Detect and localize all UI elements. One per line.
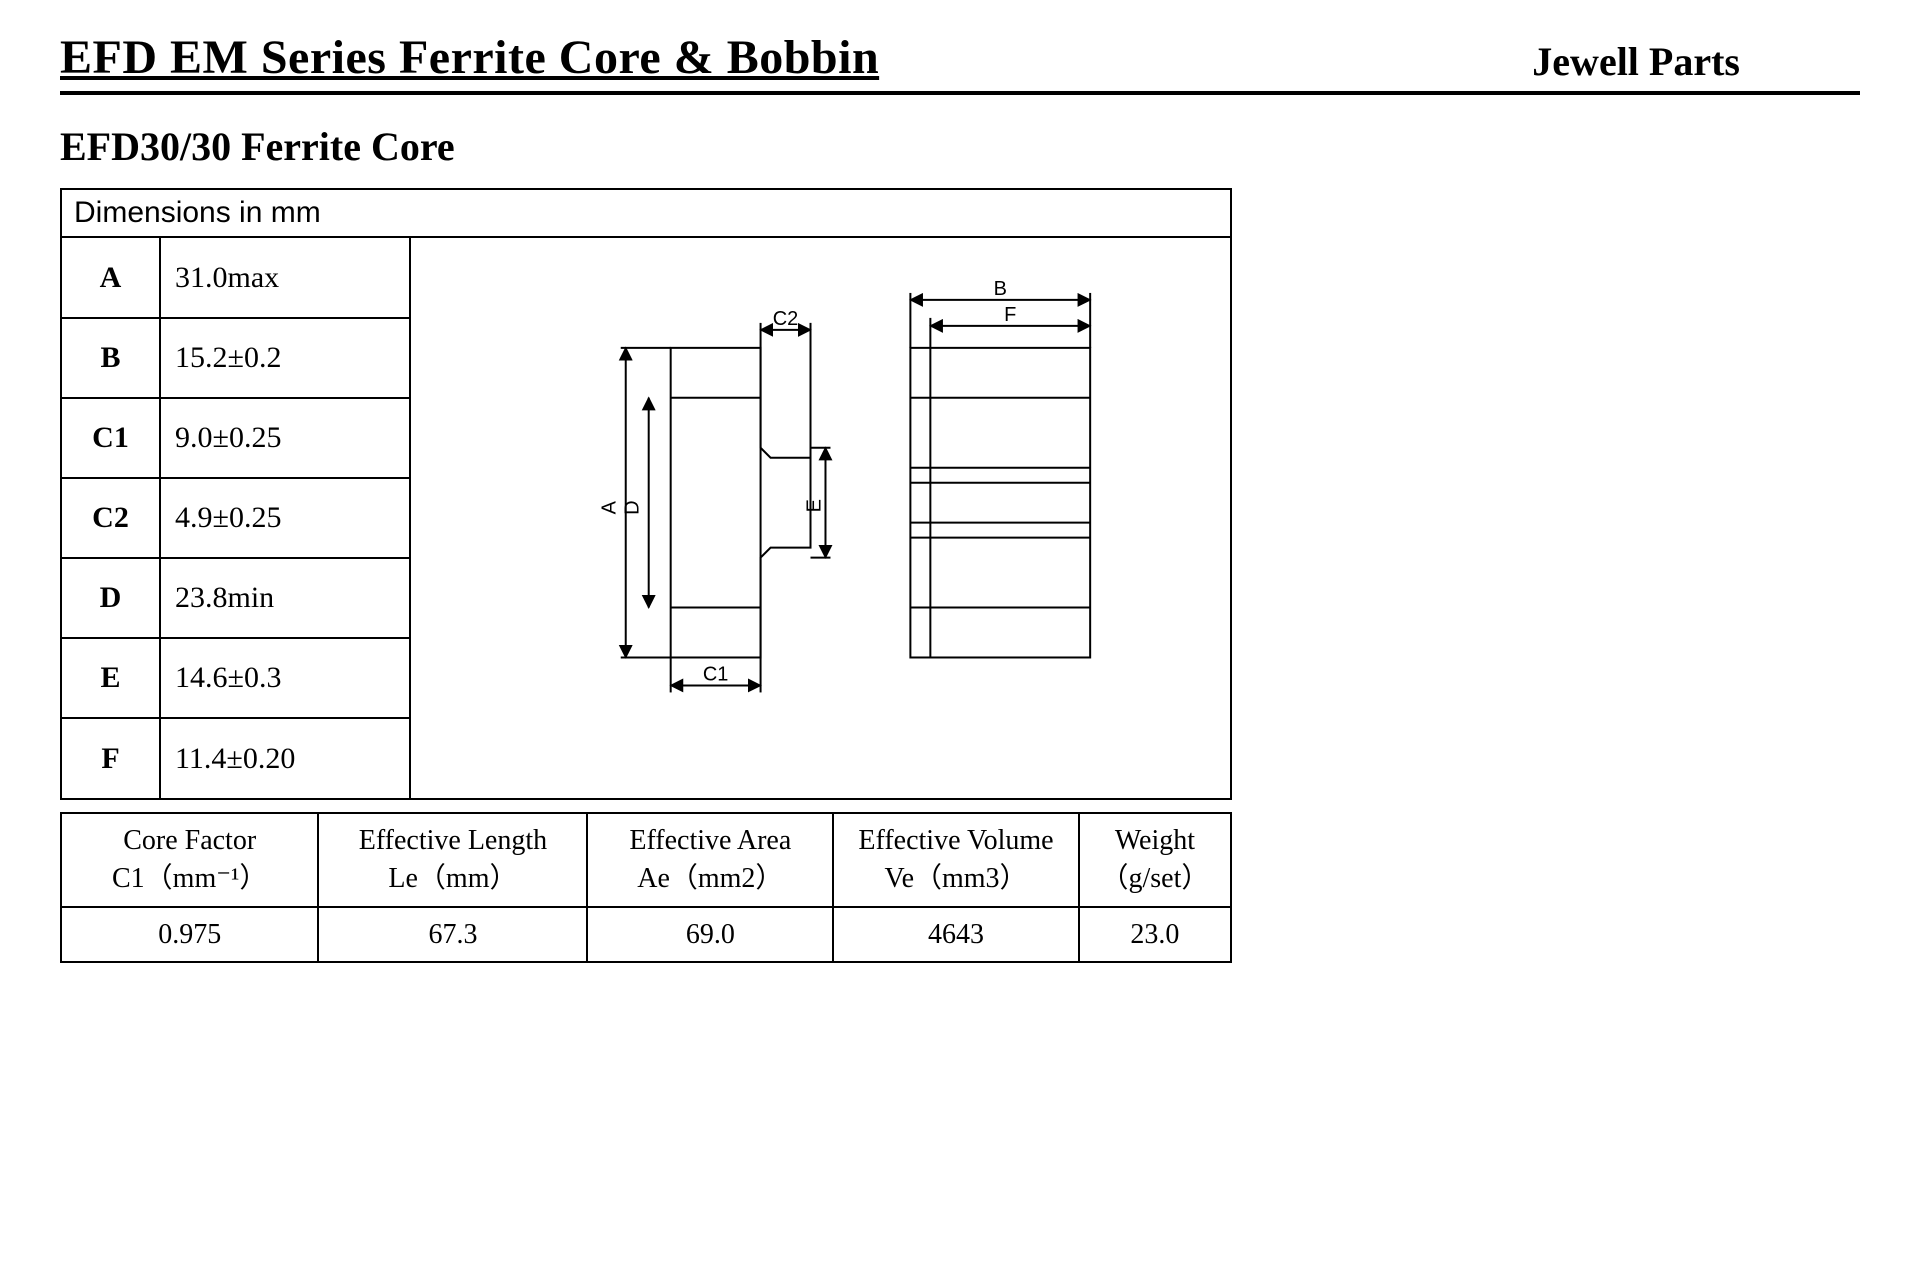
table-row: E 14.6±0.3: [62, 638, 410, 718]
diagram-label-f: F: [1004, 304, 1016, 326]
main-title: EFD EM Series Ferrite Core & Bobbin: [60, 30, 879, 85]
dim-label: E: [100, 661, 120, 694]
table-row: Core FactorC1（mm⁻¹） Effective LengthLe（m…: [61, 813, 1231, 907]
dim-label: D: [100, 581, 122, 614]
diagram-label-c1: C1: [703, 663, 729, 685]
dim-label: C1: [92, 421, 129, 454]
diagram-label-d: D: [622, 500, 644, 514]
part-subtitle: EFD30/30 Ferrite Core: [60, 123, 1860, 170]
param-header: Effective LengthLe（mm）: [318, 813, 587, 907]
dim-value: 9.0±0.25: [175, 421, 281, 454]
diagram-label-c2: C2: [773, 308, 799, 330]
param-value: 0.975: [61, 907, 318, 963]
param-header: Weight（g/set）: [1079, 813, 1231, 907]
diagram-label-a: A: [599, 500, 621, 514]
dimensions-box: Dimensions in mm A 31.0max B 15.2±0.2 C1 9.…: [60, 188, 1232, 800]
dimensions-table: A 31.0max B 15.2±0.2 C1 9.0±0.25 C2 4.9±0.25…: [62, 238, 411, 798]
table-row: D 23.8min: [62, 558, 410, 638]
dim-value: 23.8min: [175, 581, 274, 614]
dim-label: A: [100, 261, 122, 294]
table-row: 0.975 67.3 69.0 4643 23.0: [61, 907, 1231, 963]
param-header: Core FactorC1（mm⁻¹）: [61, 813, 318, 907]
param-value: 69.0: [587, 907, 833, 963]
dim-value: 11.4±0.20: [175, 742, 295, 775]
dim-value: 14.6±0.3: [175, 661, 281, 694]
param-value: 4643: [833, 907, 1079, 963]
diagram-label-b: B: [994, 278, 1007, 300]
brand-name: Jewell Parts: [1532, 38, 1860, 85]
table-row: C1 9.0±0.25: [62, 398, 410, 478]
dim-label: B: [100, 341, 120, 374]
table-row: C2 4.9±0.25: [62, 478, 410, 558]
param-header: Effective VolumeVe（mm3）: [833, 813, 1079, 907]
param-value: 23.0: [1079, 907, 1231, 963]
dim-value: 4.9±0.25: [175, 501, 281, 534]
dimensions-caption: Dimensions in mm: [62, 190, 1230, 238]
param-value: 67.3: [318, 907, 587, 963]
param-header: Effective AreaAe（mm2）: [587, 813, 833, 907]
page-header: EFD EM Series Ferrite Core & Bobbin Jewe…: [60, 30, 1860, 95]
diagram-label-e: E: [803, 499, 825, 512]
dim-label: C2: [92, 501, 129, 534]
engineering-diagram: A D E C1: [411, 238, 1230, 798]
dim-label: F: [101, 742, 119, 775]
dim-value: 15.2±0.2: [175, 341, 281, 374]
dim-value: 31.0max: [175, 261, 279, 294]
parameters-table: Core FactorC1（mm⁻¹） Effective LengthLe（m…: [60, 812, 1232, 963]
table-row: B 15.2±0.2: [62, 318, 410, 398]
table-row: A 31.0max: [62, 238, 410, 318]
table-row: F 11.4±0.20: [62, 718, 410, 798]
